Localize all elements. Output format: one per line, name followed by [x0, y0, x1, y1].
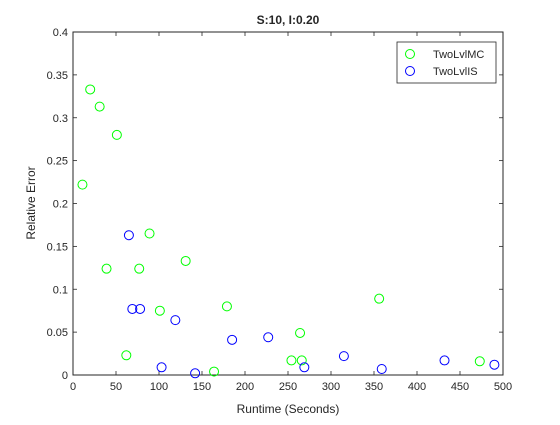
y-tick-label: 0.4 [53, 27, 68, 39]
data-point-twolvlis [190, 368, 201, 379]
legend-box [396, 41, 497, 84]
data-point-twolvlmc [154, 305, 165, 316]
data-point-twolvlis [439, 355, 450, 366]
data-point-twolvlmc [474, 356, 485, 367]
x-axis: 0 50 100 150 200 250 300 350 400 450 500 [70, 32, 512, 393]
data-point-twolvlis [123, 230, 134, 241]
data-point-twolvlmc [295, 327, 306, 338]
legend-label-twolvlmc: TwoLvlMC [433, 49, 484, 61]
data-point-twolvlmc [101, 263, 112, 274]
x-tick-label: 200 [236, 381, 254, 393]
x-tick-label: 300 [322, 381, 340, 393]
legend: TwoLvlMC TwoLvlIS [396, 41, 497, 84]
data-point-twolvlis [127, 303, 138, 314]
chart-title: S:10, I:0.20 [257, 13, 320, 27]
data-point-twolvlis [156, 362, 167, 373]
y-tick-label: 0.1 [53, 284, 68, 296]
data-point-twolvlis [263, 332, 274, 343]
data-point-twolvlis [135, 303, 146, 314]
x-tick-label: 350 [365, 381, 383, 393]
x-tick-label: 150 [193, 381, 211, 393]
x-axis-label: Runtime (Seconds) [237, 402, 340, 416]
y-tick-label: 0 [62, 370, 68, 382]
x-tick-label: 500 [494, 381, 512, 393]
y-axis: 0 0.05 0.1 0.15 0.2 0.25 0.3 0.35 0.4 [47, 27, 503, 382]
data-point-twolvlmc [121, 350, 132, 361]
x-tick-label: 400 [408, 381, 426, 393]
data-point-twolvlmc [85, 84, 96, 95]
x-tick-label: 50 [110, 381, 122, 393]
data-point-twolvlmc [111, 129, 122, 140]
data-point-twolvlmc [286, 355, 297, 366]
data-point-twolvlis [489, 359, 500, 370]
data-point-twolvlis [227, 334, 238, 345]
data-points [77, 84, 500, 379]
y-tick-label: 0.05 [47, 327, 68, 339]
data-point-twolvlis [299, 362, 310, 373]
legend-marker-twolvlis [405, 66, 415, 76]
y-tick-label: 0.3 [53, 113, 68, 125]
x-tick-label: 0 [70, 381, 76, 393]
x-tick-label: 250 [279, 381, 297, 393]
data-point-twolvlmc [134, 263, 145, 274]
data-point-twolvlmc [144, 228, 155, 239]
data-point-twolvlis [338, 351, 349, 362]
x-tick-label: 450 [451, 381, 469, 393]
data-point-twolvlmc [374, 293, 385, 304]
plot-area [72, 31, 504, 376]
data-point-twolvlmc [221, 301, 232, 312]
x-tick-label: 100 [150, 381, 168, 393]
y-tick-label: 0.35 [47, 70, 68, 82]
data-point-twolvlmc [77, 179, 88, 190]
legend-label-twolvlis: TwoLvlIS [433, 66, 478, 78]
y-tick-label: 0.2 [53, 199, 68, 211]
y-tick-label: 0.15 [47, 241, 68, 253]
data-point-twolvlmc [94, 101, 105, 112]
y-axis-label: Relative Error [24, 166, 38, 239]
legend-marker-twolvlmc [405, 49, 415, 59]
data-point-twolvlis [376, 363, 387, 374]
data-point-twolvlmc [180, 255, 191, 266]
data-point-twolvlmc [296, 355, 307, 366]
data-point-twolvlis [170, 315, 181, 326]
y-tick-label: 0.25 [47, 156, 68, 168]
data-point-twolvlmc [209, 366, 220, 377]
